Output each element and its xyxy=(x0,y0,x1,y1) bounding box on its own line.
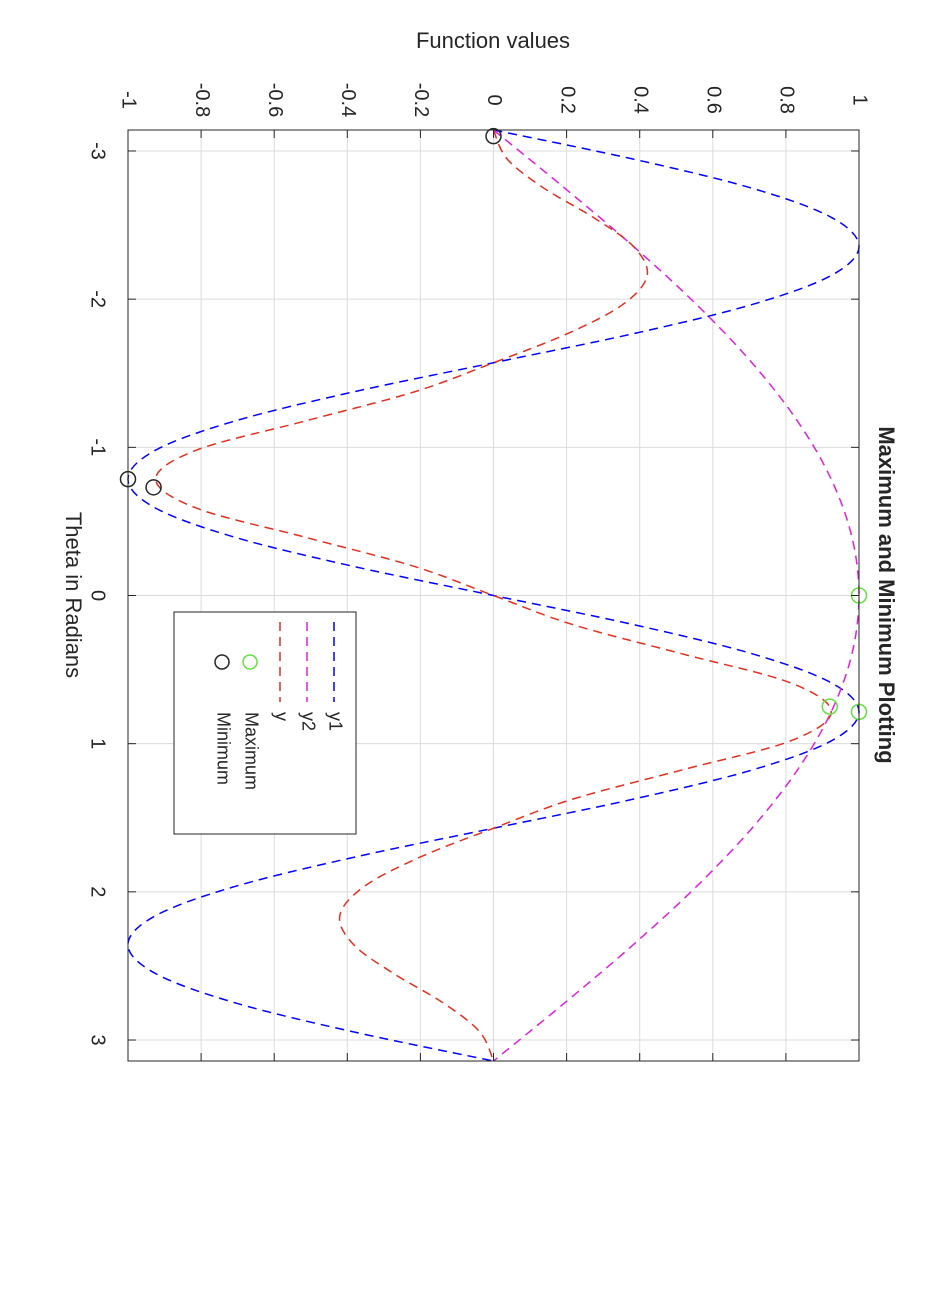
legend-label: y2 xyxy=(298,712,318,731)
minimum-marker xyxy=(485,127,502,145)
legend-swatch-maximum xyxy=(242,654,258,670)
y-tick-label: 0.4 xyxy=(629,86,651,114)
x-tick-label: 2 xyxy=(87,886,109,897)
x-tick-label: -3 xyxy=(87,142,109,160)
legend-box xyxy=(173,611,357,835)
x-tick-label: -2 xyxy=(87,290,109,308)
y-tick-label: 0.8 xyxy=(776,86,798,114)
series-line-y xyxy=(155,129,832,1062)
maximum-marker xyxy=(821,698,839,715)
minimum-marker xyxy=(145,479,162,496)
legend-label: Minimum xyxy=(213,712,233,785)
legend-label: Maximum xyxy=(241,712,261,790)
series-line-y1 xyxy=(127,129,860,1062)
x-tick-label: 3 xyxy=(87,1034,109,1045)
legend-label: y xyxy=(271,712,291,721)
y-tick-label: -0.2 xyxy=(410,83,432,117)
x-axis-label: Theta in Radians xyxy=(61,512,86,678)
y-tick-label: -0.6 xyxy=(264,83,286,117)
tick-layer: -3 -2 -1 0 1 2 3 -1 -0.8 -0.6 -0.4 -0.2 0 0.2 0.4 0.6 0.… xyxy=(87,83,871,1061)
y-tick-label: 0.6 xyxy=(703,86,725,114)
series-line-y2 xyxy=(493,129,860,1062)
y-tick-label: -0.8 xyxy=(191,83,213,117)
chart-title: Maximum and Minimum Plotting xyxy=(874,426,899,763)
legend-label: y1 xyxy=(325,712,345,731)
y-tick-label: -0.4 xyxy=(337,83,359,117)
legend: y1 y2 y Maximum Minimum xyxy=(173,611,357,835)
legend-items: y1 y2 y Maximum Minimum xyxy=(213,622,345,790)
y-axis-label: Function values xyxy=(416,28,570,53)
x-tick-label: -1 xyxy=(87,438,109,456)
y-tick-label: -1 xyxy=(118,91,140,109)
y-tick-label: 1 xyxy=(849,94,871,105)
y-tick-label: 0.2 xyxy=(556,86,578,114)
legend-swatch-minimum xyxy=(214,654,230,670)
x-tick-label: 0 xyxy=(87,590,109,601)
x-tick-label: 1 xyxy=(87,738,109,749)
y-tick-label: 0 xyxy=(483,94,505,105)
series-layer xyxy=(127,129,860,1062)
